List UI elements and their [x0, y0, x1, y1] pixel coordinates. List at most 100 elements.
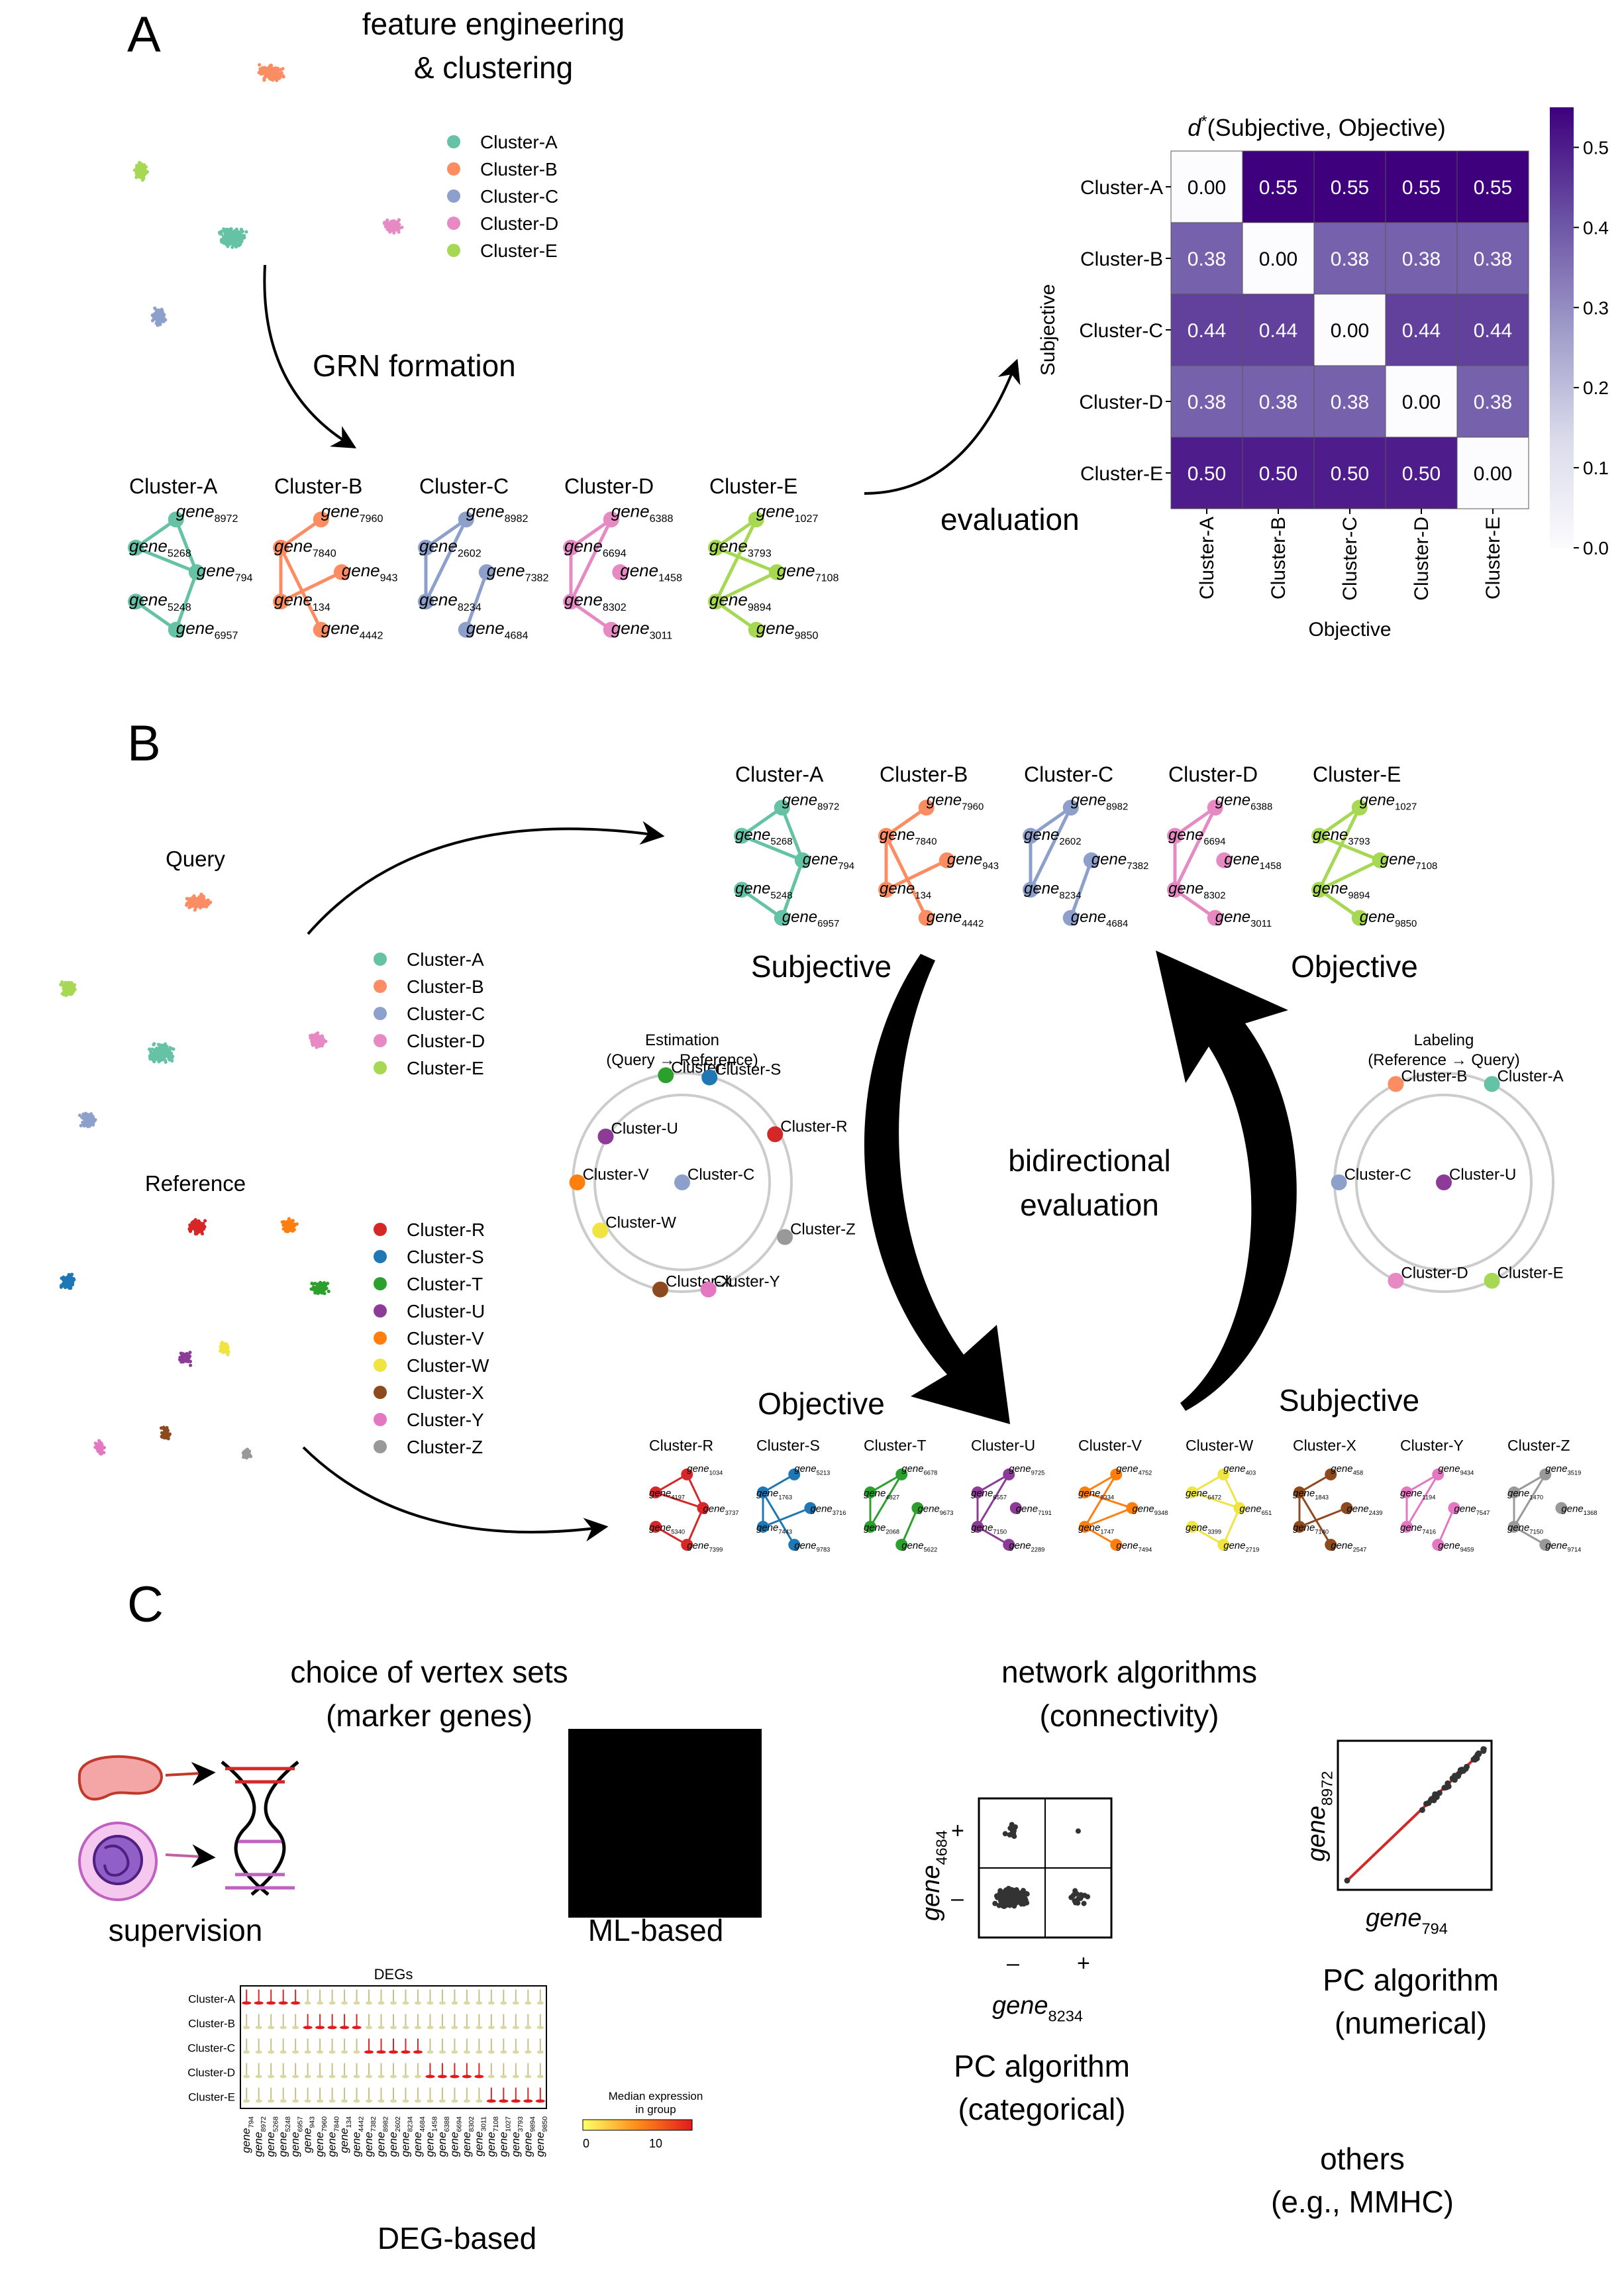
deg-cbar-title-line2: in group [635, 2103, 676, 2116]
cell-point [89, 1113, 93, 1117]
gene-subscript: 3737 [725, 1510, 739, 1516]
gene-subscript: 8234 [1048, 2007, 1083, 2024]
grn-gene-label: gene8302 [1168, 880, 1225, 901]
gene-word: gene [777, 560, 815, 580]
grn-node [918, 800, 935, 816]
ref-cluster-w [218, 1340, 230, 1357]
gene-word: gene [1545, 1463, 1567, 1474]
grn-gene-label: gene8234 [1024, 880, 1081, 901]
heatmap-cell [1313, 293, 1386, 366]
gene-word: gene [1561, 1504, 1583, 1515]
deg-violin-body [376, 2050, 386, 2054]
grn-gene-label: gene943 [947, 851, 999, 872]
cell-point [196, 899, 200, 903]
grn-edge [740, 888, 784, 919]
pc-cat-line2: (categorical) [958, 2092, 1125, 2126]
grn-node [918, 909, 935, 926]
heatmap-title-part: (Subjective, Objective) [1207, 114, 1446, 141]
deg-violin-body [315, 2026, 325, 2030]
deg-violin-body [268, 2026, 275, 2030]
cluster-node [652, 1281, 668, 1298]
grn-title: Cluster-X [1293, 1437, 1356, 1454]
num-point [1480, 1746, 1487, 1753]
gene-subscript: 7443 [778, 1528, 792, 1535]
gene-subscript: 4684 [419, 2116, 427, 2132]
grn-row-subjective: Cluster-Agene8972gene5268gene794gene5248… [734, 762, 1437, 929]
gene-word: gene [649, 1522, 671, 1533]
heatmap-cell [1385, 150, 1458, 223]
gene-subscript: 8234 [458, 601, 482, 613]
cat-point [992, 1900, 998, 1906]
grn-title: Cluster-A [735, 762, 824, 786]
cell-point [203, 1225, 207, 1229]
cell-point [160, 311, 164, 315]
deg-violin-body [401, 2050, 411, 2054]
legend-reference-marker [374, 1331, 387, 1345]
gene-subscript: 9714 [1568, 1547, 1582, 1553]
gene-subscript: 4684 [933, 1830, 950, 1865]
gene-subscript: 9894 [1348, 890, 1370, 901]
cluster-a-cells [217, 227, 248, 249]
gene-word: gene [756, 1522, 778, 1533]
gene-word: gene [709, 536, 748, 556]
heatmap-cell [1456, 437, 1529, 509]
panel-label-c: C [127, 1577, 164, 1633]
deg-violin-body [353, 2050, 360, 2054]
cell-point [162, 1055, 166, 1059]
gene-subscript: 4197 [671, 1494, 685, 1501]
gene-subscript: 5268 [272, 2116, 279, 2132]
cell-point [236, 232, 240, 236]
deg-violin-body [353, 2075, 360, 2079]
grn-node [681, 1539, 693, 1551]
grn-gene-label: gene3716 [810, 1504, 846, 1517]
heatmap-cell [1242, 437, 1315, 509]
grn-edge [977, 1473, 1009, 1494]
grn-edge [714, 519, 758, 603]
grn-node [1351, 909, 1368, 926]
grn-edge [1084, 1491, 1133, 1510]
cell-point [311, 1282, 315, 1286]
deg-violin-body [341, 2099, 348, 2103]
cat-point [996, 1902, 1002, 1908]
big-arrow-up [1156, 951, 1297, 1411]
cell-point [185, 1352, 190, 1357]
gene-subscript: 8302 [1203, 890, 1225, 901]
deg-violin-body [255, 2099, 262, 2103]
deg-colorbar [582, 2119, 693, 2131]
deg-violin-body [304, 2050, 311, 2054]
gene-word: gene [1400, 1488, 1422, 1499]
cell-point [271, 68, 275, 72]
deg-gene-label: gene5268 [264, 2116, 279, 2157]
deg-violin-body [402, 2075, 409, 2079]
heatmap-title-part: * [1201, 113, 1207, 130]
cluster-node-label: Cluster-A [1497, 1068, 1564, 1086]
gene-word: gene [1223, 1540, 1245, 1551]
objective-bottom-label: Objective [758, 1386, 885, 1421]
gene-word: gene [1215, 791, 1250, 809]
gene-word: gene [1078, 1488, 1100, 1499]
grn-cluster-d: Cluster-Dgene6388gene6694gene1458gene830… [1167, 762, 1282, 929]
deg-gene-label: gene1027 [497, 2116, 512, 2157]
grn-gene-label: gene3793 [1313, 826, 1370, 847]
cluster-node-label: Cluster-C [1345, 1166, 1411, 1184]
colorbar-tick-label: 0.5 [1583, 137, 1609, 158]
deg-gene-label: gene8972 [252, 2116, 268, 2157]
grn-node [1023, 827, 1039, 844]
cell-point [136, 170, 141, 174]
deg-gene-label: gene4684 [411, 2116, 427, 2157]
grn-gene-label: gene7840 [880, 826, 937, 847]
grn-gene-label: gene4197 [649, 1488, 685, 1501]
circle-title-line2: (Query → Reference) [606, 1051, 758, 1069]
grn-gene-label: gene8334 [1078, 1488, 1114, 1501]
legend-reference-label: Cluster-Y [407, 1410, 484, 1430]
deg-violin-body [304, 2075, 311, 2079]
cell-point [171, 1055, 175, 1059]
legend-reference-marker [374, 1223, 387, 1236]
gene-subscript: 4684 [1106, 919, 1128, 929]
cell-point [223, 1343, 227, 1347]
deg-row-label: Cluster-B [188, 2018, 235, 2030]
circle-title-line2: (Reference → Query) [1368, 1051, 1519, 1069]
gene-subscript: 943 [380, 572, 398, 584]
deg-gene-label: gene3011 [472, 2116, 487, 2157]
heatmap-cell [1456, 365, 1529, 438]
